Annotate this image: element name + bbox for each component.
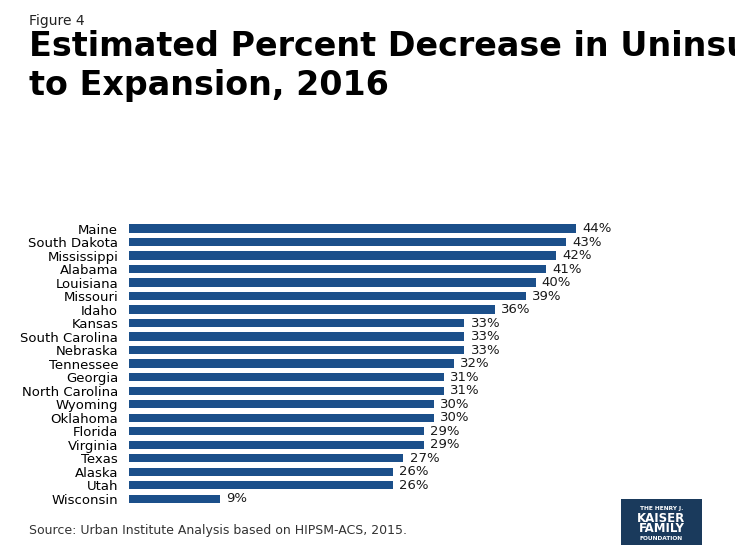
Text: 44%: 44% — [583, 222, 612, 235]
Text: Figure 4: Figure 4 — [29, 14, 85, 28]
Text: 33%: 33% — [470, 330, 501, 343]
Text: 39%: 39% — [531, 290, 561, 302]
Bar — [129, 468, 393, 476]
Bar — [129, 481, 393, 489]
Bar — [129, 319, 465, 327]
Bar — [129, 278, 536, 287]
Text: 32%: 32% — [460, 357, 490, 370]
Text: 43%: 43% — [573, 235, 602, 249]
Bar — [129, 265, 546, 273]
Text: 36%: 36% — [501, 303, 531, 316]
Text: 33%: 33% — [470, 317, 501, 329]
Text: KAISER: KAISER — [637, 512, 686, 525]
Text: Source: Urban Institute Analysis based on HIPSM-ACS, 2015.: Source: Urban Institute Analysis based o… — [29, 524, 407, 537]
Bar — [129, 441, 424, 449]
Bar — [129, 238, 566, 246]
Text: 30%: 30% — [440, 398, 470, 410]
Text: THE HENRY J.: THE HENRY J. — [639, 505, 684, 511]
Bar — [129, 346, 465, 354]
Text: 26%: 26% — [399, 465, 429, 478]
Bar — [129, 359, 454, 368]
Bar — [129, 454, 404, 462]
Text: Estimated Percent Decrease in Uninsured Population due: Estimated Percent Decrease in Uninsured … — [29, 30, 735, 63]
Bar — [129, 427, 424, 435]
Text: 33%: 33% — [470, 344, 501, 356]
Text: 41%: 41% — [552, 263, 581, 276]
Text: FOUNDATION: FOUNDATION — [640, 536, 683, 541]
Text: 27%: 27% — [409, 452, 439, 464]
Bar — [129, 373, 444, 381]
Bar — [129, 414, 434, 422]
Text: 31%: 31% — [451, 371, 480, 383]
Text: 30%: 30% — [440, 411, 470, 424]
Bar — [129, 386, 444, 395]
Bar — [129, 332, 465, 341]
Bar — [129, 400, 434, 408]
Bar — [129, 305, 495, 314]
Text: 29%: 29% — [430, 425, 459, 437]
Text: to Expansion, 2016: to Expansion, 2016 — [29, 69, 390, 102]
Text: 26%: 26% — [399, 479, 429, 492]
Text: 29%: 29% — [430, 438, 459, 451]
Text: FAMILY: FAMILY — [639, 522, 684, 535]
Text: 40%: 40% — [542, 276, 571, 289]
Text: 9%: 9% — [226, 492, 247, 505]
Text: 31%: 31% — [451, 384, 480, 397]
Bar — [129, 251, 556, 260]
Bar — [129, 292, 526, 300]
Bar — [129, 495, 220, 503]
Text: 42%: 42% — [562, 249, 592, 262]
Bar — [129, 224, 576, 233]
